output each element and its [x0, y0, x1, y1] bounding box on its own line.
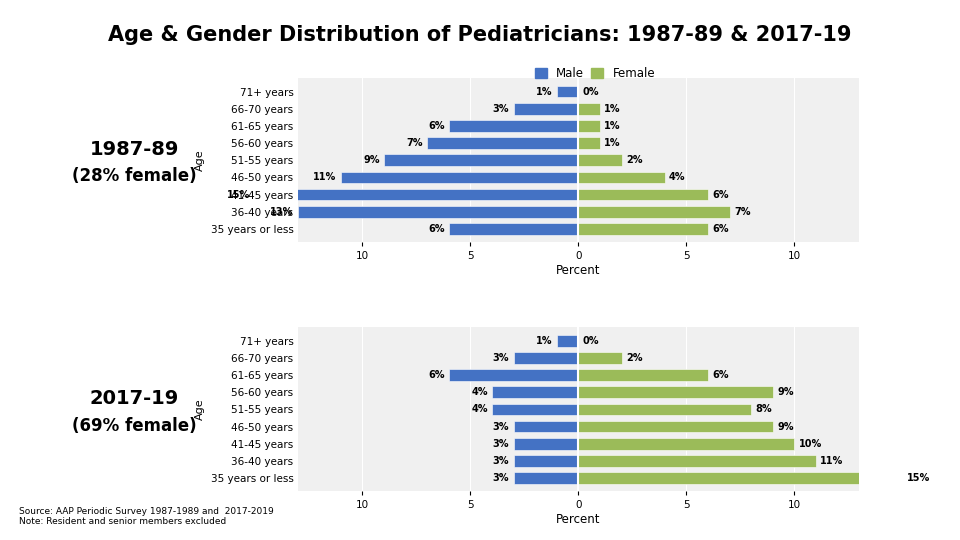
Text: 10%: 10% — [799, 439, 822, 449]
Bar — [254, 189, 578, 200]
Text: Age & Gender Distribution of Pediatricians: 1987-89 & 2017-19: Age & Gender Distribution of Pediatricia… — [108, 25, 852, 45]
X-axis label: Percent: Percent — [556, 513, 601, 526]
Bar — [449, 369, 578, 381]
Text: 0%: 0% — [583, 336, 599, 346]
Text: 3%: 3% — [492, 439, 510, 449]
Bar — [578, 369, 708, 381]
Bar — [578, 223, 708, 235]
Bar — [578, 206, 730, 218]
Text: 2%: 2% — [626, 156, 642, 165]
Bar — [384, 154, 578, 166]
Bar — [514, 352, 578, 364]
Bar — [578, 438, 795, 450]
Bar — [492, 387, 578, 398]
Text: 3%: 3% — [492, 104, 510, 114]
Text: (69% female): (69% female) — [72, 417, 197, 435]
Text: 15%: 15% — [227, 190, 251, 200]
Bar — [578, 154, 622, 166]
Text: 3%: 3% — [492, 422, 510, 431]
Text: 1%: 1% — [536, 86, 553, 97]
Bar — [514, 103, 578, 114]
Bar — [578, 455, 816, 467]
Legend: Male, Female: Male, Female — [530, 63, 660, 85]
Text: 9%: 9% — [778, 422, 794, 431]
Text: 11%: 11% — [820, 456, 844, 466]
Bar — [578, 172, 665, 183]
Text: 6%: 6% — [428, 121, 444, 131]
Bar — [514, 421, 578, 433]
Text: 3%: 3% — [492, 456, 510, 466]
Text: 6%: 6% — [712, 224, 729, 234]
Text: 4%: 4% — [471, 387, 488, 397]
Bar — [514, 455, 578, 467]
Text: 2%: 2% — [626, 353, 642, 363]
Text: 6%: 6% — [712, 190, 729, 200]
Y-axis label: Age: Age — [195, 150, 205, 171]
Bar — [341, 172, 578, 183]
Bar — [578, 472, 902, 484]
Bar — [578, 120, 600, 132]
Bar — [557, 86, 578, 97]
Text: 6%: 6% — [428, 370, 444, 380]
Bar — [578, 137, 600, 149]
Bar — [514, 472, 578, 484]
Text: 7%: 7% — [406, 138, 423, 148]
Text: 1987-89: 1987-89 — [89, 140, 180, 159]
Bar — [427, 137, 578, 149]
X-axis label: Percent: Percent — [556, 264, 601, 277]
Bar — [514, 438, 578, 450]
Text: 9%: 9% — [363, 156, 380, 165]
Bar — [578, 103, 600, 114]
Bar — [578, 387, 773, 398]
Bar — [578, 421, 773, 433]
Text: 3%: 3% — [492, 353, 510, 363]
Bar — [557, 335, 578, 347]
Text: Source: AAP Periodic Survey 1987-1989 and  2017-2019
Note: Resident and senior m: Source: AAP Periodic Survey 1987-1989 an… — [19, 507, 274, 526]
Text: 1%: 1% — [605, 121, 621, 131]
Text: 6%: 6% — [428, 224, 444, 234]
Text: 8%: 8% — [756, 404, 772, 414]
Text: 1%: 1% — [536, 336, 553, 346]
Text: 2017-19: 2017-19 — [90, 389, 179, 408]
Text: 4%: 4% — [669, 172, 685, 183]
Text: 15%: 15% — [906, 473, 930, 483]
Bar — [578, 352, 622, 364]
Bar — [578, 189, 708, 200]
Text: 13%: 13% — [270, 207, 294, 217]
Text: 4%: 4% — [471, 404, 488, 414]
Y-axis label: Age: Age — [195, 399, 205, 420]
Text: 9%: 9% — [778, 387, 794, 397]
Bar — [298, 206, 578, 218]
Bar — [492, 403, 578, 415]
Text: 0%: 0% — [583, 86, 599, 97]
Text: 1%: 1% — [605, 138, 621, 148]
Text: 7%: 7% — [734, 207, 751, 217]
Bar — [449, 223, 578, 235]
Text: 3%: 3% — [492, 473, 510, 483]
Text: 1%: 1% — [605, 104, 621, 114]
Text: (28% female): (28% female) — [72, 167, 197, 185]
Text: 11%: 11% — [313, 172, 337, 183]
Text: 6%: 6% — [712, 370, 729, 380]
Bar — [578, 403, 752, 415]
Bar — [449, 120, 578, 132]
